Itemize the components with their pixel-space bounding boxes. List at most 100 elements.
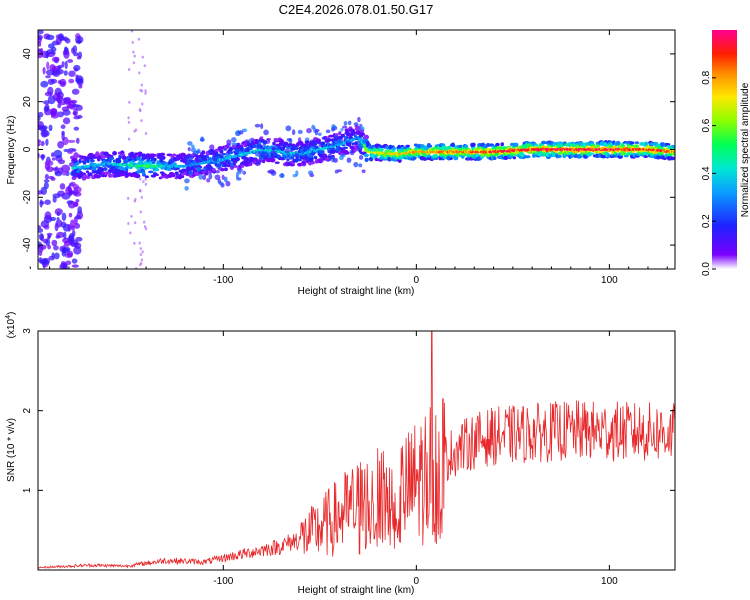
heatmap-cell [140, 258, 144, 262]
heatmap-cell [62, 109, 71, 116]
heatmap-cell [45, 75, 51, 79]
heatmap-cell [225, 180, 231, 187]
heatmap-cell [346, 157, 352, 163]
heatmap-cell [254, 123, 261, 128]
heatmap-cell [127, 221, 130, 225]
heatmap-cell [42, 238, 49, 244]
spectrogram-xtick-label: 100 [601, 275, 618, 286]
heatmap-cell [134, 173, 141, 179]
heatmap-cell [245, 159, 251, 165]
heatmap-cell [318, 132, 322, 136]
heatmap-cell [343, 136, 349, 140]
heatmap-cell [285, 125, 292, 132]
heatmap-cell [91, 166, 97, 171]
heatmap-cell [363, 134, 369, 140]
heatmap-cell [115, 158, 122, 164]
heatmap-cell [57, 66, 62, 70]
heatmap-cell [139, 247, 142, 251]
heatmap-cell [54, 208, 63, 216]
heatmap-cell [75, 199, 80, 203]
heatmap-cell [176, 167, 180, 170]
spectrogram-panel: -100 0 100 -40 -20 0 20 40 Height of straight l… [6, 29, 676, 297]
heatmap-cell [216, 160, 220, 165]
heatmap-cell [141, 102, 144, 106]
heatmap-cell [62, 97, 68, 103]
heatmap-cell [222, 160, 228, 166]
heatmap-cell [643, 155, 648, 159]
heatmap-cell [190, 147, 197, 153]
heatmap-cell [347, 142, 352, 147]
heatmap-cell [241, 155, 247, 160]
heatmap-cell [259, 146, 266, 150]
heatmap-cell [534, 144, 539, 147]
heatmap-cell [141, 250, 144, 254]
heatmap-cell [262, 140, 267, 147]
heatmap-cell [573, 154, 578, 159]
heatmap-cell [201, 150, 206, 155]
heatmap-cell [38, 244, 47, 250]
heatmap-cell [338, 138, 344, 144]
heatmap-cell [262, 155, 267, 160]
heatmap-cell [218, 181, 224, 186]
heatmap-cell [138, 241, 141, 245]
heatmap-cell [327, 134, 334, 138]
heatmap-cell [289, 149, 294, 153]
heatmap-cell [38, 121, 45, 130]
heatmap-cell [127, 116, 130, 120]
heatmap-cell [154, 168, 160, 172]
heatmap-cell [331, 148, 336, 154]
heatmap-cell [359, 126, 365, 131]
heatmap-cell [337, 148, 343, 152]
heatmap-cell [38, 34, 44, 40]
heatmap-cell [131, 40, 134, 44]
heatmap-cell [271, 146, 276, 151]
heatmap-cell [144, 89, 147, 93]
heatmap-cell [304, 140, 310, 144]
heatmap-cell [47, 86, 54, 96]
heatmap-cell [144, 131, 148, 135]
heatmap-cell [74, 223, 81, 229]
heatmap-cell [341, 125, 348, 129]
heatmap-cell [53, 149, 63, 159]
heatmap-cell [280, 140, 285, 144]
heatmap-cell [219, 154, 224, 159]
heatmap-cell [73, 116, 81, 120]
heatmap-cell [222, 147, 227, 151]
heatmap-cell [61, 61, 65, 66]
heatmap-cell [38, 142, 41, 147]
spectrogram-ytick-label: 0 [22, 146, 33, 152]
spectrogram-heatmap [38, 30, 675, 269]
heatmap-cell [53, 245, 59, 251]
heatmap-cell [240, 164, 245, 168]
heatmap-cell [144, 227, 148, 231]
heatmap-cell [67, 59, 74, 63]
colorbar: 0.0 0.2 0.4 0.6 0.8 Normalized spectral ampl… [701, 30, 750, 276]
spectrogram-ytick-label: -20 [22, 190, 33, 205]
heatmap-cell [629, 141, 635, 145]
snr-panel: -100 0 100 1 2 3 Height of straight line (km)… [5, 312, 676, 596]
heatmap-cell [134, 152, 139, 156]
heatmap-cell [347, 120, 352, 126]
heatmap-cell [127, 158, 134, 162]
heatmap-cell [263, 129, 269, 136]
heatmap-cell [171, 153, 177, 157]
heatmap-cell [90, 159, 95, 163]
heatmap-cell [38, 30, 44, 35]
heatmap-cell [309, 139, 315, 145]
heatmap-cell [359, 123, 363, 128]
heatmap-cell [392, 147, 397, 150]
heatmap-cell [56, 111, 64, 118]
heatmap-cell [69, 235, 73, 242]
heatmap-cell [254, 151, 261, 157]
heatmap-cell [346, 151, 350, 155]
heatmap-cell [273, 138, 279, 142]
heatmap-cell [238, 130, 244, 135]
heatmap-cell [103, 167, 108, 171]
heatmap-cell [133, 54, 136, 58]
heatmap-cell [140, 89, 144, 93]
heatmap-cell [138, 71, 141, 75]
heatmap-cell [68, 189, 74, 195]
heatmap-cell [233, 164, 238, 168]
heatmap-cell [54, 252, 60, 260]
colorbar-ticks: 0.0 0.2 0.4 0.6 0.8 [701, 70, 716, 276]
